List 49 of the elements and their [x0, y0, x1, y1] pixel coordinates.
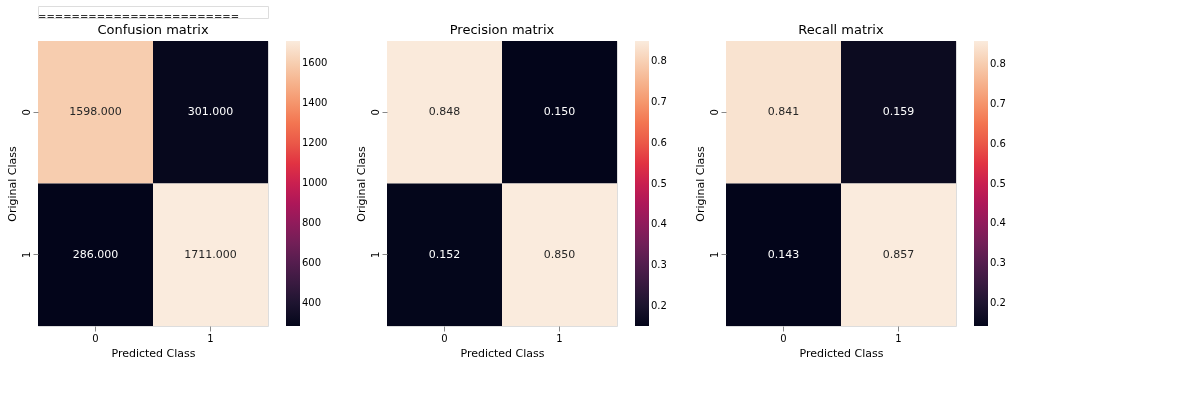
color-bar-label: 1400: [302, 97, 328, 109]
color-bar-label: 0.3: [651, 258, 667, 270]
data-label: 1598.000: [69, 105, 122, 119]
color-bar-label: 1600: [302, 57, 328, 69]
data-label: 0.841: [767, 105, 800, 119]
color-bar-label: 600: [302, 257, 322, 269]
data-label: 0.159: [882, 105, 915, 119]
text: ========================: [38, 11, 240, 22]
data-label: 0.857: [882, 247, 915, 261]
chart-title: Recall matrix: [798, 22, 884, 37]
x-tick-label: 0: [92, 332, 99, 344]
x-tick-label: 0: [780, 332, 787, 344]
y-axis-title: Original Class: [693, 145, 707, 222]
color-bar-label: 0.8: [990, 57, 1006, 69]
color-bar-label: 0.8: [651, 55, 667, 67]
y-axis-title: Original Class: [354, 145, 368, 222]
data-label: 0.150: [543, 105, 576, 119]
color-bar-label: 0.4: [651, 218, 667, 230]
x-axis-title: Predicted Class: [460, 346, 545, 360]
data-label: 0.848: [428, 105, 461, 119]
x-axis-title: Predicted Class: [799, 346, 884, 360]
data-label: 301.000: [187, 105, 234, 119]
color-bar-label: 0.7: [651, 96, 667, 108]
data-label: 1711.000: [184, 247, 237, 261]
color-bar-label: 1200: [302, 137, 328, 149]
data-label: 0.850: [543, 247, 576, 261]
x-tick-label: 1: [556, 332, 563, 344]
x-tick-label: 1: [207, 332, 214, 344]
color-bar-label: 1000: [302, 177, 328, 189]
color-bar-label: 0.7: [990, 97, 1006, 109]
color-bar-label: 0.2: [651, 299, 667, 311]
data-label: 0.143: [767, 247, 800, 261]
color-bar-label: 0.4: [990, 217, 1006, 229]
color-bar-label: 0.5: [990, 177, 1006, 189]
color-bar-label: 0.5: [651, 177, 667, 189]
x-tick-label: 0: [441, 332, 448, 344]
color-bar-label: 0.6: [651, 136, 667, 148]
color-bar-label: 0.6: [990, 137, 1006, 149]
color-bar-label: 0.2: [990, 297, 1006, 309]
data-label: 0.152: [428, 247, 461, 261]
color-bar-label: 800: [302, 217, 322, 229]
chart-title: Confusion matrix: [97, 22, 209, 37]
chart-title: Precision matrix: [449, 22, 555, 37]
color-bar-label: 0.3: [990, 257, 1006, 269]
color-bar-label: 400: [302, 297, 322, 309]
x-tick-label: 1: [895, 332, 902, 344]
data-label: 286.000: [72, 247, 119, 261]
x-axis-title: Predicted Class: [111, 346, 196, 360]
y-axis-title: Original Class: [5, 145, 19, 222]
